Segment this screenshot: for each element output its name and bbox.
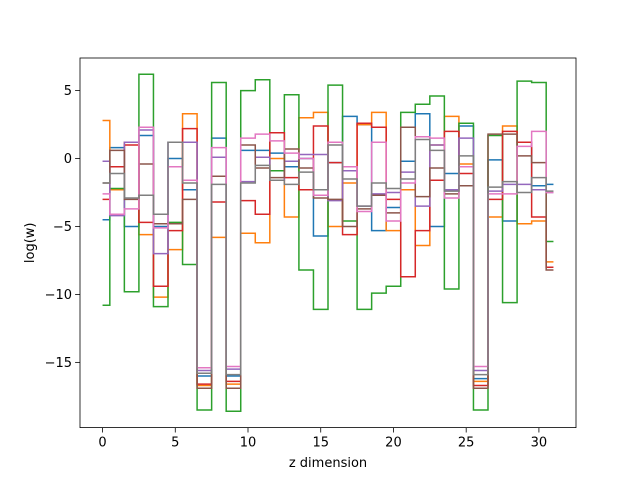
series-layer [102, 73, 554, 413]
x-tick-label-2: 10 [240, 436, 257, 451]
y-tick-label-2: −5 [53, 220, 72, 235]
x-tick-label-0: 0 [98, 436, 106, 451]
x-tick-label-3: 15 [312, 436, 329, 451]
y-tick-label-1: 0 [64, 152, 72, 167]
x-tick-label-5: 25 [458, 436, 475, 451]
series-line-7 [102, 138, 554, 376]
y-tick-label-3: −10 [45, 288, 72, 303]
y-axis-label: log(w) [23, 223, 38, 264]
x-tick-label-4: 20 [385, 436, 402, 451]
x-tick-label-1: 5 [171, 436, 179, 451]
x-axis-label: z dimension [289, 456, 367, 471]
x-tick-label-6: 30 [531, 436, 548, 451]
y-axis: 5 0 −5 −10 −15 [45, 84, 80, 371]
y-tick-label-4: −15 [45, 356, 72, 371]
plot-area-frame [79, 57, 577, 429]
x-axis: 0 5 10 15 20 25 30 [98, 427, 548, 451]
y-tick-label-0: 5 [64, 84, 72, 99]
